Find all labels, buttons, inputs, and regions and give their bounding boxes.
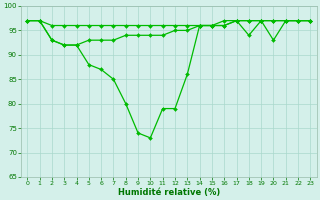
X-axis label: Humidité relative (%): Humidité relative (%) bbox=[118, 188, 220, 197]
